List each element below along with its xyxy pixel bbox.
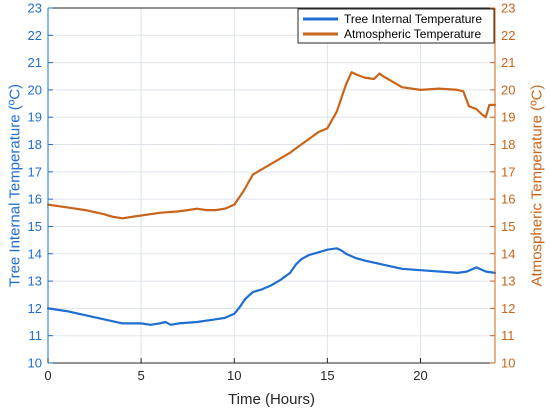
y-tick-label-left: 22: [28, 28, 42, 43]
legend-box: [297, 8, 495, 44]
x-tick-label: 0: [44, 368, 51, 383]
grid: [48, 8, 495, 363]
y-tick-label-right: 21: [501, 55, 515, 70]
plot-area: [48, 8, 495, 363]
y-tick-label-left: 23: [28, 1, 42, 16]
y-tick-label-left: 18: [28, 137, 42, 152]
y-tick-label-right: 14: [501, 246, 515, 261]
axes: [47, 7, 496, 364]
tick-labels: 0 5 10 15 20 10 11 12 13 14 15 16 17 18 19 20 21 22 23 10 11…: [28, 1, 516, 384]
x-axis-label: Time (Hours): [228, 391, 315, 408]
x-tick-label: 10: [227, 368, 241, 383]
y-tick-label-left: 13: [28, 274, 42, 289]
y-tick-label-left: 20: [28, 82, 42, 97]
x-tick-label: 5: [138, 368, 145, 383]
series-layer: [46, 71, 497, 326]
y-tick-label-right: 15: [501, 219, 515, 234]
y-tick-label-right: 17: [501, 164, 515, 179]
y-tick-label-right: 13: [501, 274, 515, 289]
series-line-tree: [46, 247, 497, 326]
y-tick-label-left: 12: [28, 301, 42, 316]
y-tick-label-left: 21: [28, 55, 42, 70]
y-tick-label-right: 12: [501, 301, 515, 316]
x-tick-label: 15: [320, 368, 334, 383]
y-tick-label-right: 10: [501, 356, 515, 371]
x-tick-label: 20: [413, 368, 427, 383]
y-axis-label-right: Atmospheric Temperature (ºC): [528, 85, 545, 287]
y-tick-label-left: 19: [28, 110, 42, 125]
y-tick-label-left: 15: [28, 219, 42, 234]
y-tick-label-left: 10: [28, 356, 42, 371]
y-tick-label-right: 11: [501, 328, 515, 343]
y-tick-label-left: 11: [29, 328, 43, 343]
y-tick-label-left: 16: [28, 192, 42, 207]
legend-entry-atmospheric: Atmospheric Temperature: [344, 27, 482, 41]
y-tick-label-right: 19: [501, 110, 515, 125]
y-axis-label-left: Tree Internal Temperature (ºC): [6, 84, 23, 287]
y-tick-label-right: 22: [501, 28, 515, 43]
y-tick-label-left: 14: [28, 246, 42, 261]
y-tick-label-left: 17: [28, 164, 42, 179]
y-tick-label-right: 20: [501, 82, 515, 97]
y-tick-label-right: 18: [501, 137, 515, 152]
legend: Tree Internal Temperature Atmospheric Te…: [297, 8, 495, 44]
y-tick-label-right: 23: [501, 1, 515, 16]
legend-entry-tree: Tree Internal Temperature: [344, 12, 482, 26]
series-line-atmospheric: [46, 71, 497, 220]
y-tick-label-right: 16: [501, 192, 515, 207]
